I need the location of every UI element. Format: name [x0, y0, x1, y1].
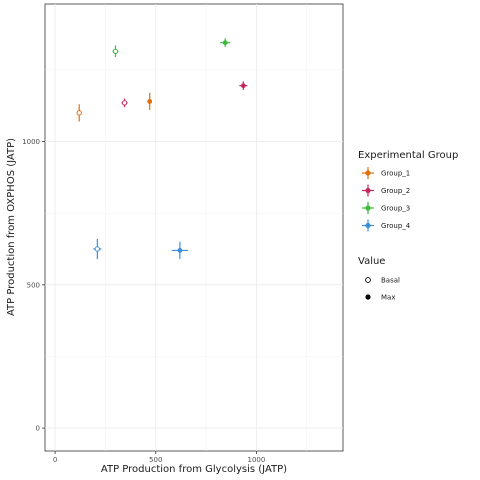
- y-axis-title: ATP Production from OXPHOS (JATP): [6, 138, 17, 316]
- marker-open-circle: [76, 110, 82, 116]
- plot-panel: [44, 3, 344, 452]
- x-tick-label: 0: [53, 456, 57, 464]
- shape-legend-title: Value: [358, 256, 385, 267]
- legend-label: Group_2: [381, 187, 410, 195]
- y-tick-label: 1000: [22, 138, 40, 146]
- y-tick-label: 0: [36, 425, 40, 433]
- grid-lines: [45, 4, 343, 451]
- data-point-group-3-basal: [112, 45, 119, 58]
- data-point-group-1-basal: [76, 104, 82, 122]
- marker-open-circle: [94, 246, 101, 252]
- marker-filled-circle: [177, 248, 183, 253]
- legend-key-filled-circle: [365, 294, 371, 300]
- color-legend-title: Experimental Group: [358, 150, 458, 161]
- legend-label: Basal: [381, 277, 400, 285]
- x-tick-label: 1000: [248, 456, 266, 464]
- legend-item-group-4: Group_4: [362, 219, 411, 232]
- data-point-group-3-max: [220, 38, 231, 47]
- data-point-group-2-basal: [121, 98, 128, 108]
- data-points: [76, 38, 248, 260]
- legend-key-dot: [365, 205, 371, 211]
- data-point-group-1-max: [147, 92, 153, 111]
- data-point-group-4-basal: [93, 238, 102, 260]
- legend-key-dot: [365, 170, 371, 176]
- legend-item-group-3: Group_3: [362, 202, 410, 214]
- legend-label: Max: [381, 294, 395, 302]
- marker-filled-circle: [240, 83, 246, 89]
- shape-legend-items: Basal Max: [365, 277, 400, 302]
- legend: Experimental Group Group_1 Group_2 Group_3…: [358, 150, 458, 302]
- marker-open-circle: [121, 100, 128, 106]
- axes: 0 500 1000 0 500 1000: [22, 138, 265, 464]
- legend-item-group-1: Group_1: [362, 167, 410, 179]
- legend-key-dot: [365, 222, 371, 229]
- legend-label: Group_3: [381, 205, 410, 213]
- legend-item-group-2: Group_2: [362, 184, 410, 197]
- data-point-group-2-max: [239, 81, 248, 90]
- x-tick-label: 500: [149, 456, 162, 464]
- color-legend-items: Group_1 Group_2 Group_3 Group_4: [362, 167, 411, 232]
- legend-key-open-circle: [365, 277, 371, 283]
- legend-label: Group_1: [381, 170, 410, 178]
- panel-background: [44, 3, 344, 452]
- data-point-group-4-max: [171, 241, 188, 260]
- legend-item-basal: Basal: [365, 277, 400, 285]
- marker-filled-circle: [222, 40, 228, 46]
- legend-label: Group_4: [381, 222, 411, 230]
- marker-open-circle: [112, 48, 119, 54]
- x-axis-title: ATP Production from Glycolysis (JATP): [101, 464, 287, 475]
- marker-filled-circle: [147, 99, 153, 104]
- y-tick-label: 500: [27, 281, 40, 289]
- legend-item-max: Max: [365, 294, 395, 302]
- legend-key-dot: [365, 187, 371, 194]
